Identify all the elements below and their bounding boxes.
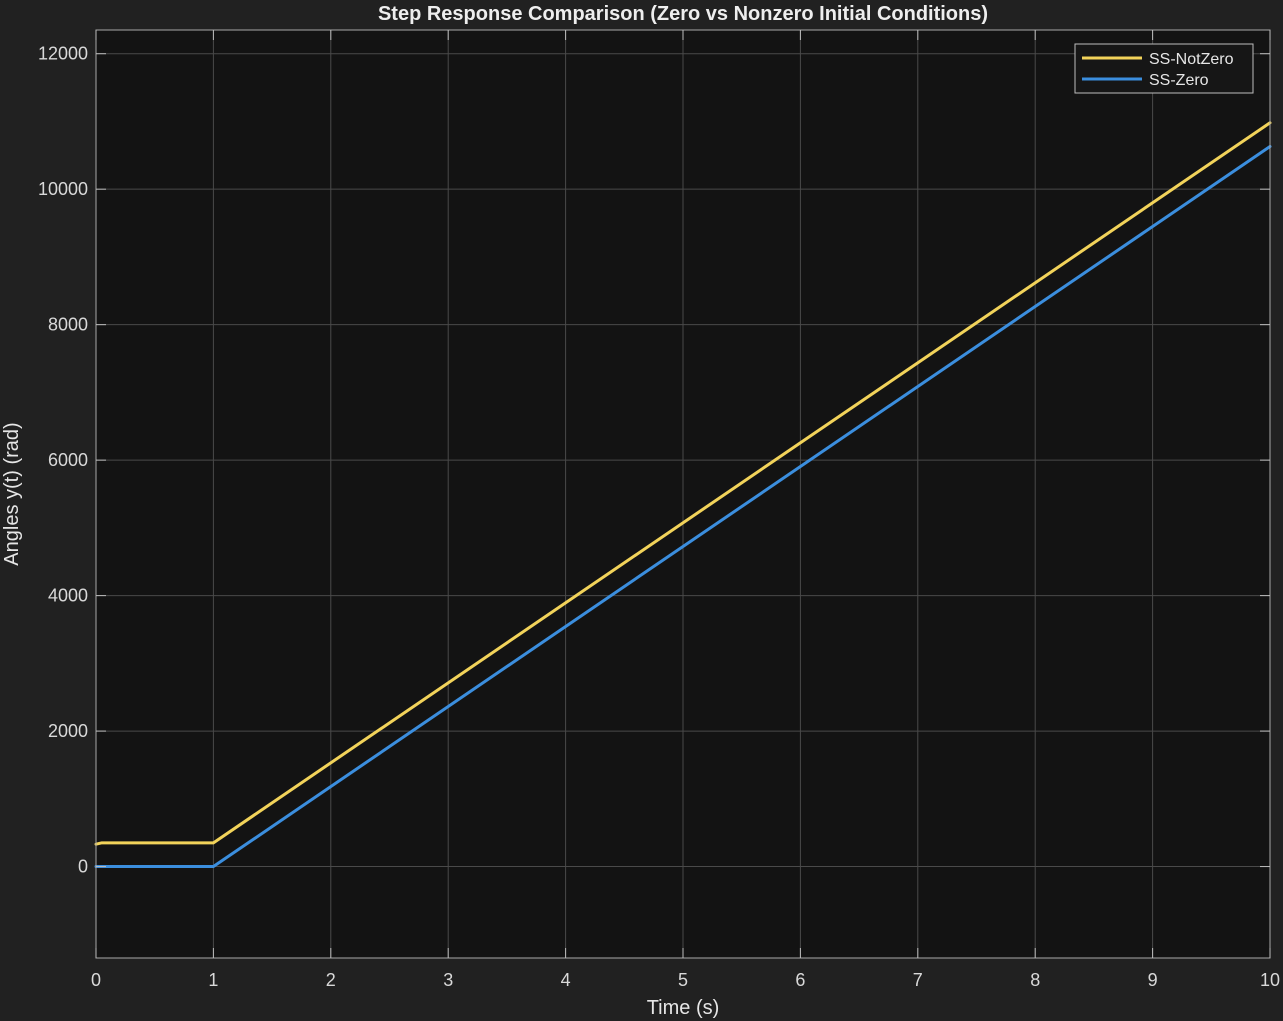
x-tick-label: 2 xyxy=(326,970,336,990)
x-tick-label: 3 xyxy=(443,970,453,990)
x-tick-label: 9 xyxy=(1148,970,1158,990)
y-tick-label: 8000 xyxy=(48,315,88,335)
y-axis-label: Angles y(t) (rad) xyxy=(1,422,23,565)
legend-label-ss-notzero: SS-NotZero xyxy=(1149,51,1234,68)
series-line-ss-zero xyxy=(94,145,1272,869)
x-tick-label: 8 xyxy=(1030,970,1040,990)
x-tick-label: 7 xyxy=(913,970,923,990)
x-tick-label: 5 xyxy=(678,970,688,990)
x-tick-label: 0 xyxy=(91,970,101,990)
axis-ticks: 0 1 2 3 4 5 6 7 8 9 10 0 2000 4000 6000 8000 10000 12000 xyxy=(38,30,1280,990)
x-tick-label: 4 xyxy=(561,970,571,990)
legend: SS-NotZero SS-Zero xyxy=(1074,43,1254,94)
x-axis-label: Time (s) xyxy=(647,997,720,1019)
y-tick-label: 0 xyxy=(78,857,88,877)
x-tick-label: 1 xyxy=(208,970,218,990)
y-tick-label: 12000 xyxy=(38,44,88,64)
x-tick-label: 10 xyxy=(1260,970,1280,990)
y-tick-label: 4000 xyxy=(48,586,88,606)
legend-box xyxy=(1074,43,1254,94)
series-lines xyxy=(94,121,1272,869)
x-tick-label: 6 xyxy=(795,970,805,990)
legend-label-ss-zero: SS-Zero xyxy=(1149,72,1209,89)
y-tick-label: 2000 xyxy=(48,721,88,741)
grid-lines xyxy=(95,30,1271,958)
series-line-ss-notzero xyxy=(94,121,1272,846)
y-tick-label: 6000 xyxy=(48,450,88,470)
y-tick-label: 10000 xyxy=(38,179,88,199)
chart-title: Step Response Comparison (Zero vs Nonzer… xyxy=(378,3,988,25)
